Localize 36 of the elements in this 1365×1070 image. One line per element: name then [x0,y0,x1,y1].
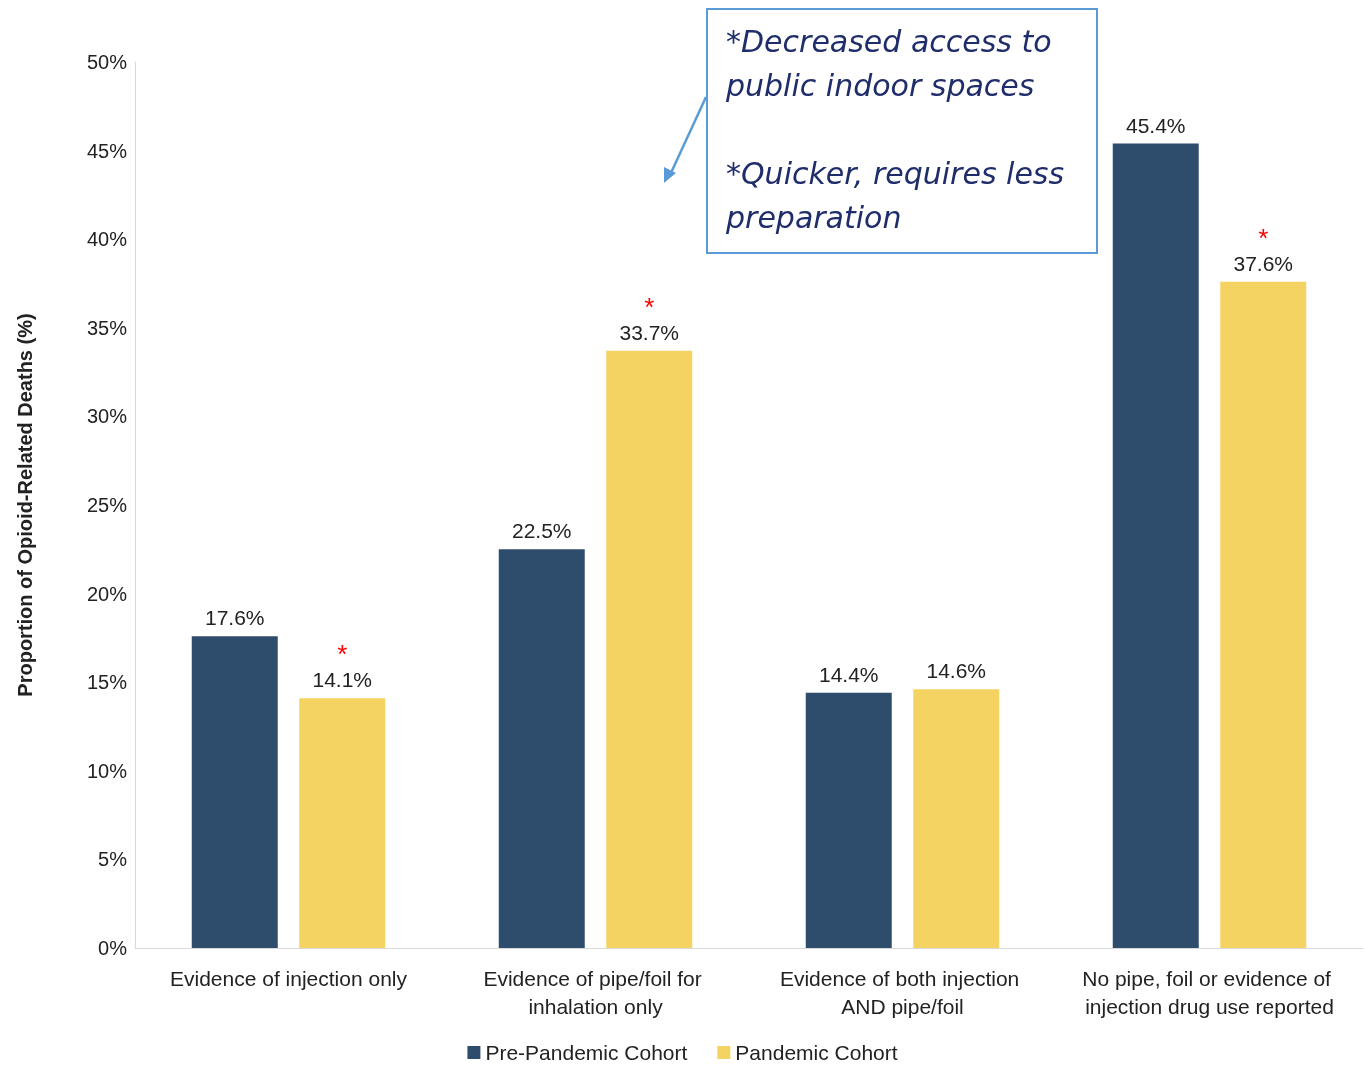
y-tick-label: 40% [86,228,128,251]
y-tick-label: 15% [86,671,128,694]
y-tick-label: 0% [98,937,128,959]
y-tick-label: 20% [86,582,128,605]
data-label: * 14.1% [312,639,373,692]
bar [498,549,585,948]
bar [913,689,1000,948]
bar [606,350,693,948]
bar [1112,143,1199,948]
x-tick-label: Evidence of pipe/foil for inhalation only [483,966,708,1018]
x-tick-label: Evidence of both injection AND pipe/foil [779,966,1026,1018]
data-label: 17.6% [204,606,265,630]
bar [805,692,892,948]
y-tick-label: 50% [86,51,128,73]
y-tick-label: 30% [86,405,128,428]
x-tick-label: Evidence of injection only [170,966,408,990]
data-label: 45.4% [1125,113,1186,137]
y-tick-label: 5% [98,848,128,871]
y-tick-label: 25% [86,494,128,516]
annotation: *Decreased access to public indoor spaces [726,23,1053,105]
data-label: * 33.7% [619,291,680,344]
data-label: 14.4% [818,662,879,686]
legend-label: Pandemic Cohort [735,1041,898,1064]
y-tick-label: 35% [86,316,128,339]
y-tick-label: 45% [86,139,128,162]
bar [191,636,278,948]
x-tick-label: No pipe, foil or evidence of injection drug use reported [1082,966,1337,1018]
data-label: 22.5% [511,519,572,543]
y-tick-label: 10% [86,759,128,782]
bar [299,698,386,948]
legend-label: Pre-Pandemic Cohort [485,1041,688,1064]
data-label: 14.6% [926,659,987,683]
annotation: *Quicker, requires less preparation [726,155,1066,237]
data-label: * 37.6% [1233,222,1294,275]
y-axis-title: Proportion of Opioid-Related Deaths (%) [14,313,36,697]
bar [1220,281,1307,948]
